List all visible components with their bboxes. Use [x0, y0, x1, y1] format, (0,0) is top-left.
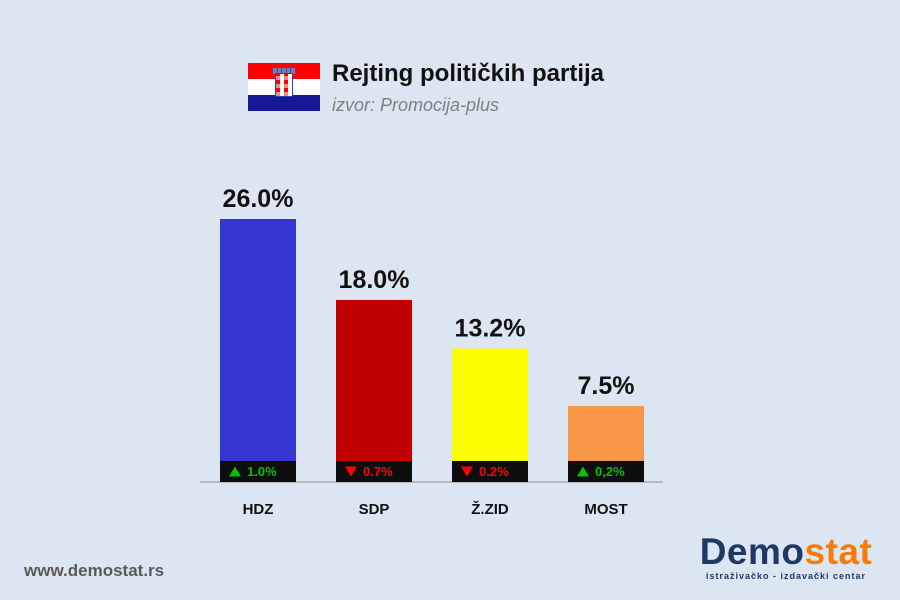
down-arrow-icon-sdp — [345, 466, 357, 477]
bar-hdz — [220, 219, 296, 482]
change-label-sdp: 0.7% — [363, 464, 393, 479]
change-badge-zid — [452, 461, 528, 482]
coat-of-arms-crown — [273, 68, 295, 74]
category-label-hdz: HDZ — [243, 501, 274, 518]
logo-word-stat: stat — [804, 531, 873, 572]
value-label-zid: 13.2% — [455, 314, 526, 342]
value-label-sdp: 18.0% — [339, 266, 410, 294]
change-badge-sdp — [336, 461, 412, 482]
chart-title: Rejting političkih partija — [332, 60, 605, 87]
down-arrow-icon-zid — [461, 466, 473, 477]
change-label-most: 0,2% — [595, 464, 625, 479]
category-label-sdp: SDP — [359, 501, 390, 518]
croatian-flag — [248, 63, 320, 111]
change-badge-most — [568, 461, 644, 482]
value-label-hdz: 26.0% — [223, 185, 294, 213]
up-arrow-icon-most — [577, 466, 589, 477]
change-label-hdz: 1.0% — [247, 464, 277, 479]
category-label-most: MOST — [584, 501, 627, 518]
logo-word-demo: Demo — [699, 531, 805, 572]
bar-sdp — [336, 299, 412, 482]
up-arrow-icon-hdz — [229, 466, 241, 477]
category-label-zid: Ž.ZID — [471, 500, 509, 518]
logo-wordmark: Demostat — [697, 532, 875, 572]
coat-of-arms-icon — [275, 73, 293, 97]
bar-zid — [452, 348, 528, 482]
change-label-zid: 0.2% — [479, 464, 509, 479]
flag-blue-stripe — [248, 95, 320, 111]
value-label-most: 7.5% — [578, 372, 635, 400]
website-link[interactable]: www.demostat.rs — [24, 561, 165, 580]
chart-subtitle: izvor: Promocija-plus — [332, 95, 500, 115]
logo-tagline: istraživačko - izdavački centar — [705, 571, 867, 581]
change-badge-hdz — [220, 461, 296, 482]
demostat-logo: Demostat istraživačko - izdavački centar — [697, 532, 875, 582]
